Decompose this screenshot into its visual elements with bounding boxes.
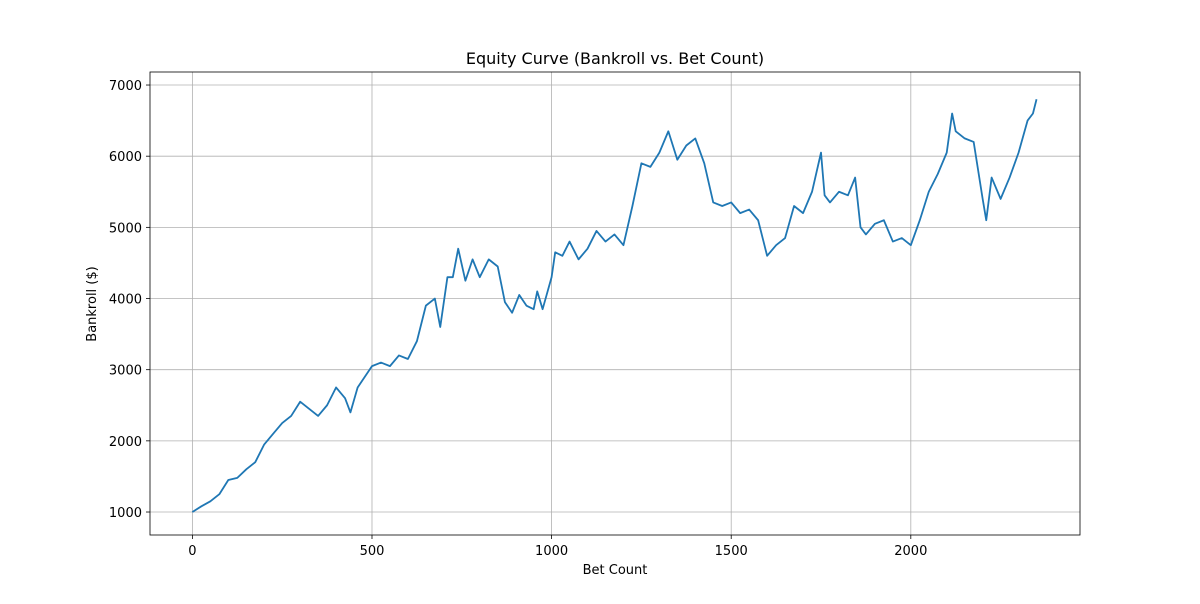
y-tick-label: 2000 [109,435,142,450]
x-tick-label: 1000 [535,544,568,559]
chart-title: Equity Curve (Bankroll vs. Bet Count) [466,49,764,68]
x-tick-label: 0 [188,544,196,559]
x-axis-label: Bet Count [583,563,648,578]
x-tick-label: 500 [360,544,385,559]
y-tick-label: 3000 [109,364,142,379]
y-axis-label: Bankroll ($) [85,266,100,341]
y-tick-label: 4000 [109,293,142,308]
y-tick-label: 5000 [109,221,142,236]
y-tick-label: 7000 [109,79,142,94]
x-tick-label: 1500 [715,544,748,559]
x-tick-label: 2000 [894,544,927,559]
data-line [191,99,1038,513]
plot-frame [149,71,1081,536]
y-tick-label: 1000 [109,506,142,521]
y-tick-label: 6000 [109,150,142,165]
